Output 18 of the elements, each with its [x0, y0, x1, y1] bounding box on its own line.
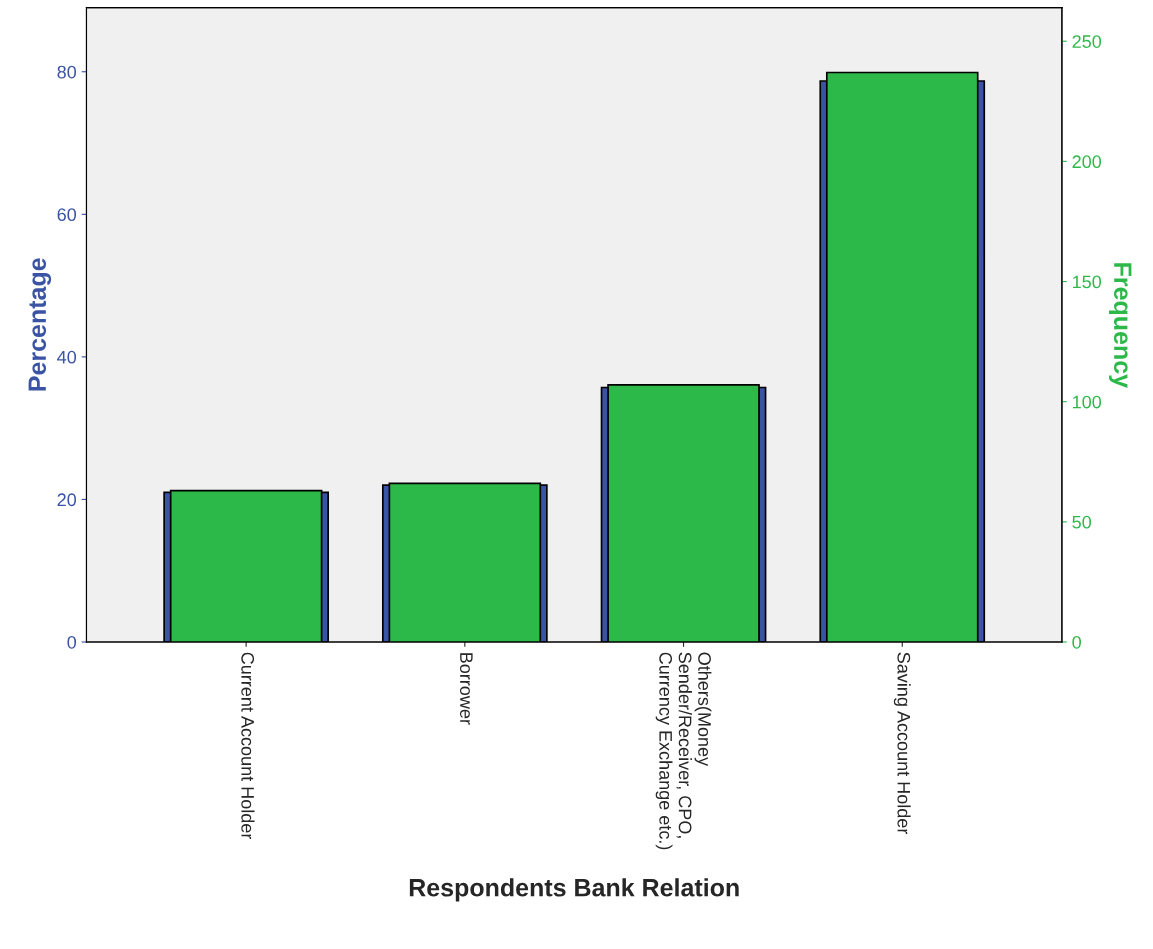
y2-tick-label: 250 [1072, 35, 1102, 48]
y-tick-label: 80 [57, 65, 77, 79]
y2-tick-label: 0 [1072, 635, 1081, 649]
y-tick-label: 40 [57, 350, 77, 364]
y-tick-label: 0 [67, 635, 77, 649]
y-tick-label: 60 [57, 208, 77, 222]
x-tick-label: Others(Money Sender/Receiver, CPO, Currency Exchange etc.) [655, 652, 712, 850]
x-tick-label: Saving Account Holder [893, 652, 911, 835]
y-axis-title: Percentage [28, 258, 52, 391]
x-tick-label: Current Account Holder [241, 652, 255, 840]
y2-tick-label: 200 [1072, 155, 1102, 169]
y2-tick-label: 50 [1072, 515, 1092, 529]
y2-axis-title: Frequency [1109, 263, 1132, 388]
y2-tick-label: 100 [1073, 395, 1102, 409]
y-tick-label: 20 [57, 493, 77, 507]
x-axis-title: Respondents Bank Relation [409, 878, 739, 902]
y2-tick-label: 150 [1073, 275, 1102, 289]
x-tick-label: Borrower [459, 653, 473, 725]
